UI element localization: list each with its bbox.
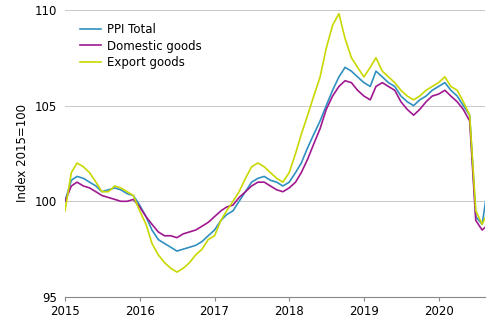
Y-axis label: Index 2015=100: Index 2015=100 [16,105,30,202]
Legend: PPI Total, Domestic goods, Export goods: PPI Total, Domestic goods, Export goods [75,19,206,74]
Line: Domestic goods: Domestic goods [65,81,500,238]
Line: Export goods: Export goods [65,14,500,272]
Line: PPI Total: PPI Total [65,67,500,251]
